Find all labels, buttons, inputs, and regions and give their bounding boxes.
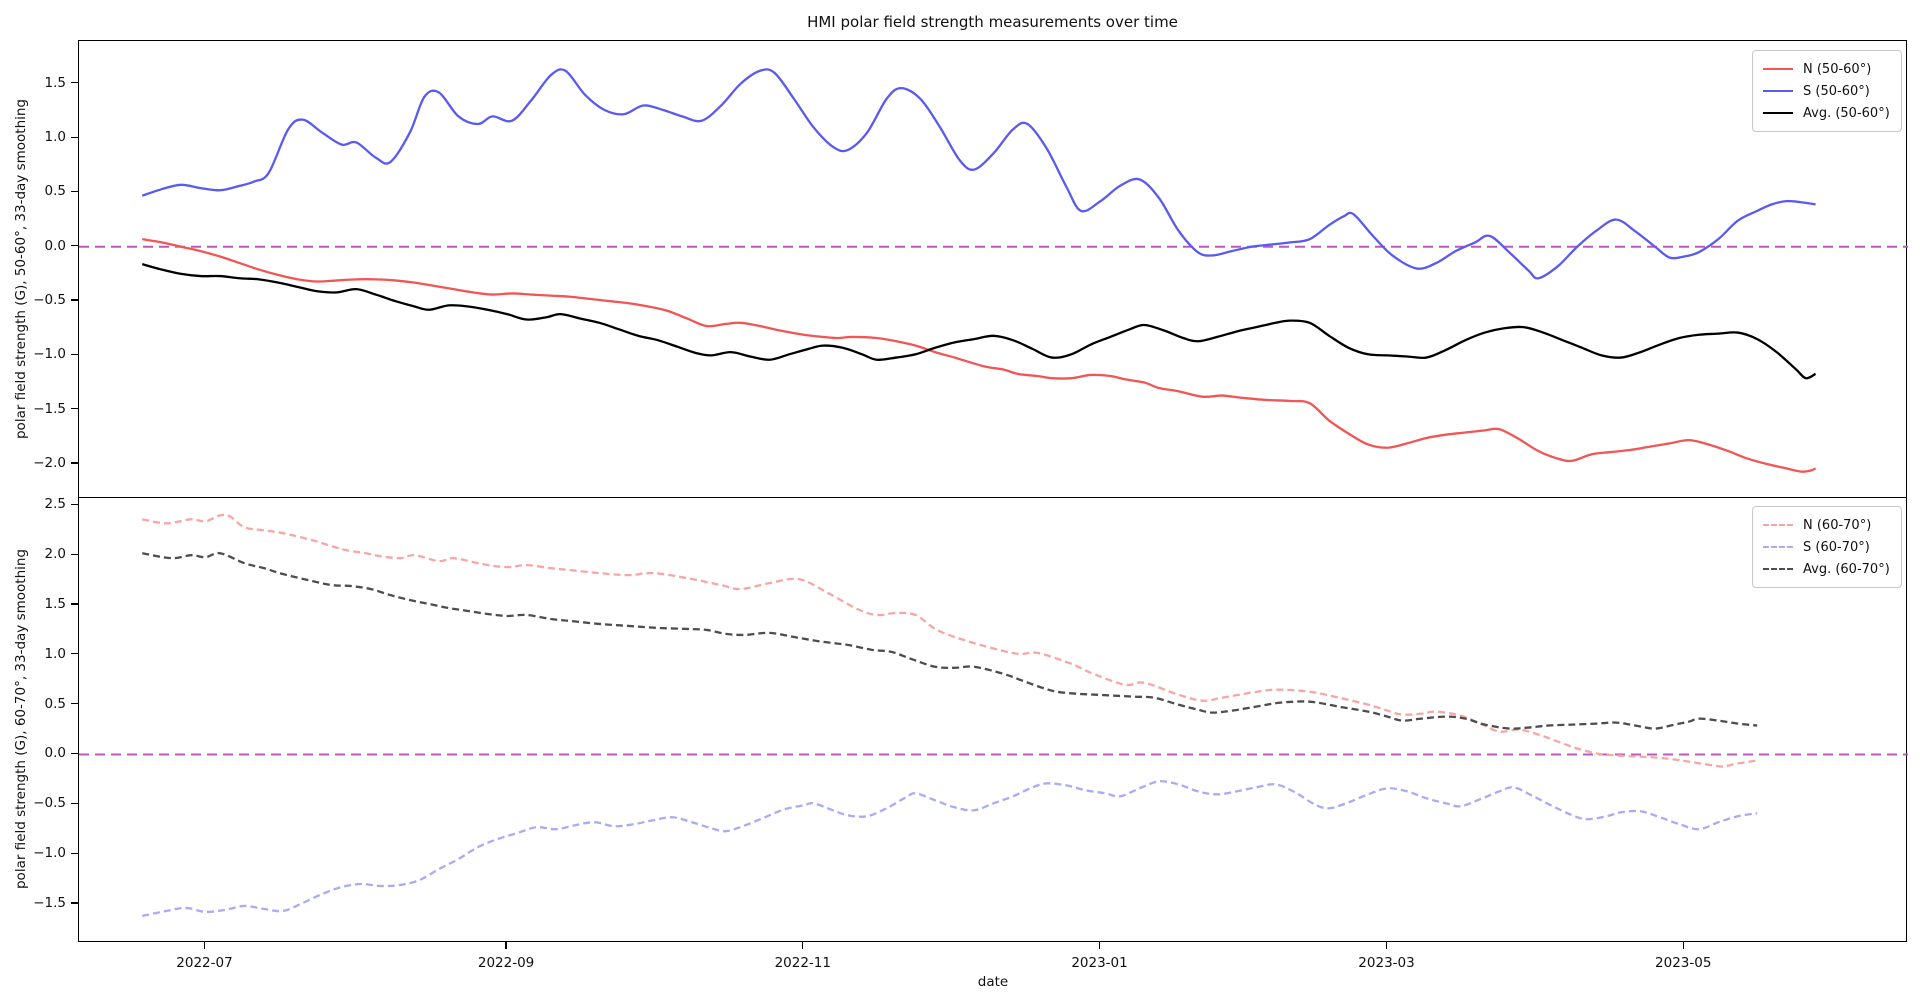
x-tick-mark xyxy=(203,942,206,949)
series-line-avg-50-60- xyxy=(141,263,1817,380)
x-axis-label: date xyxy=(977,974,1009,990)
y-tick-mark xyxy=(71,136,78,138)
y-tick-label: −1.0 xyxy=(33,845,66,862)
y-axis-label-bottom: polar field strength (G), 60-70°, 33-day… xyxy=(13,548,29,890)
series-line-n-50-60- xyxy=(142,238,1817,473)
x-tick-label: 2022-11 xyxy=(774,955,831,971)
x-tick-mark xyxy=(1682,942,1684,949)
y-tick-label: 0.5 xyxy=(44,695,66,712)
y-tick-label: 0.5 xyxy=(44,183,66,200)
series-line-avg-60-70- xyxy=(142,551,1758,730)
top-axes: N (50-60°) S (50-60°) Avg. (50-60°) xyxy=(78,40,1908,498)
legend-line-sample xyxy=(1763,546,1793,548)
legend-label: N (50-60°) xyxy=(1803,61,1872,77)
y-tick-label: −0.5 xyxy=(33,795,66,812)
bottom-plot-area xyxy=(79,513,1908,918)
legend-line-sample xyxy=(1763,524,1793,526)
y-tick-label: −0.5 xyxy=(33,292,66,309)
legend-bottom: N (60-70°) S (60-70°) Avg. (60-70°) xyxy=(1752,506,1902,588)
y-tick-label: 0.0 xyxy=(44,745,66,762)
x-tick-label: 2022-09 xyxy=(477,955,535,971)
y-tick-label: −2.0 xyxy=(33,455,66,472)
y-tick-mark xyxy=(71,462,78,464)
x-tick-label: 2023-05 xyxy=(1655,955,1712,971)
y-tick-mark xyxy=(71,902,78,904)
y-tick-label: 1.5 xyxy=(44,74,66,91)
y-tick-label: −1.0 xyxy=(33,346,66,363)
chart-title: HMI polar field strength measurements ov… xyxy=(807,13,1178,31)
series-line-s-50-60- xyxy=(141,68,1816,280)
x-tick-label: 2022-07 xyxy=(176,955,233,971)
y-tick-mark xyxy=(71,752,78,755)
legend-entry: S (50-60°) xyxy=(1763,80,1889,102)
top-plot-area xyxy=(79,68,1908,473)
legend-line-sample xyxy=(1763,568,1793,570)
y-tick-mark xyxy=(71,353,78,355)
y-tick-mark xyxy=(71,703,78,705)
legend-entry: N (50-60°) xyxy=(1763,58,1889,80)
y-tick-mark xyxy=(71,190,78,193)
legend-entry: S (60-70°) xyxy=(1763,536,1889,558)
y-tick-label: −1.5 xyxy=(33,894,66,911)
y-tick-label: 1.0 xyxy=(44,645,66,662)
x-tick-mark xyxy=(1098,942,1101,949)
x-tick-mark xyxy=(505,942,507,949)
y-tick-mark xyxy=(71,408,78,410)
y-axis-label-top: polar field strength (G), 50-60°, 33-day… xyxy=(13,98,29,440)
y-tick-mark xyxy=(71,503,78,505)
x-tick-label: 2023-03 xyxy=(1358,955,1415,971)
legend-line-sample xyxy=(1763,68,1793,70)
legend-line-sample xyxy=(1763,90,1793,92)
legend-entry: N (60-70°) xyxy=(1763,514,1889,536)
legend-label: Avg. (50-60°) xyxy=(1803,105,1890,121)
y-tick-label: 1.0 xyxy=(44,129,66,146)
legend-label: Avg. (60-70°) xyxy=(1803,561,1890,577)
series-line-n-60-70- xyxy=(142,513,1758,768)
legend-line-sample xyxy=(1763,112,1793,114)
y-tick-mark xyxy=(71,553,78,555)
y-tick-mark xyxy=(71,852,78,854)
legend-label: N (60-70°) xyxy=(1803,517,1872,533)
x-tick-mark xyxy=(1385,942,1388,949)
y-tick-label: 2.0 xyxy=(44,546,66,563)
bottom-axes: N (60-70°) S (60-70°) Avg. (60-70°) xyxy=(78,497,1908,942)
legend-entry: Avg. (60-70°) xyxy=(1763,558,1890,580)
legend-top: N (50-60°) S (50-60°) Avg. (50-60°) xyxy=(1752,50,1902,132)
y-tick-label: 2.5 xyxy=(44,496,66,513)
y-tick-mark xyxy=(71,653,78,655)
x-tick-mark xyxy=(802,942,804,949)
legend-label: S (60-70°) xyxy=(1803,539,1870,555)
y-tick-mark xyxy=(71,299,78,301)
y-tick-mark xyxy=(71,603,78,605)
y-tick-mark xyxy=(71,245,78,247)
series-line-s-60-70- xyxy=(142,780,1758,918)
legend-entry: Avg. (50-60°) xyxy=(1763,102,1890,124)
legend-label: S (50-60°) xyxy=(1803,83,1870,99)
y-tick-mark xyxy=(71,802,78,804)
x-tick-label: 2023-01 xyxy=(1071,955,1128,971)
y-tick-mark xyxy=(71,82,78,84)
y-tick-label: 1.5 xyxy=(44,596,66,612)
y-tick-label: 0.0 xyxy=(44,237,66,254)
y-tick-label: −1.5 xyxy=(33,400,66,417)
